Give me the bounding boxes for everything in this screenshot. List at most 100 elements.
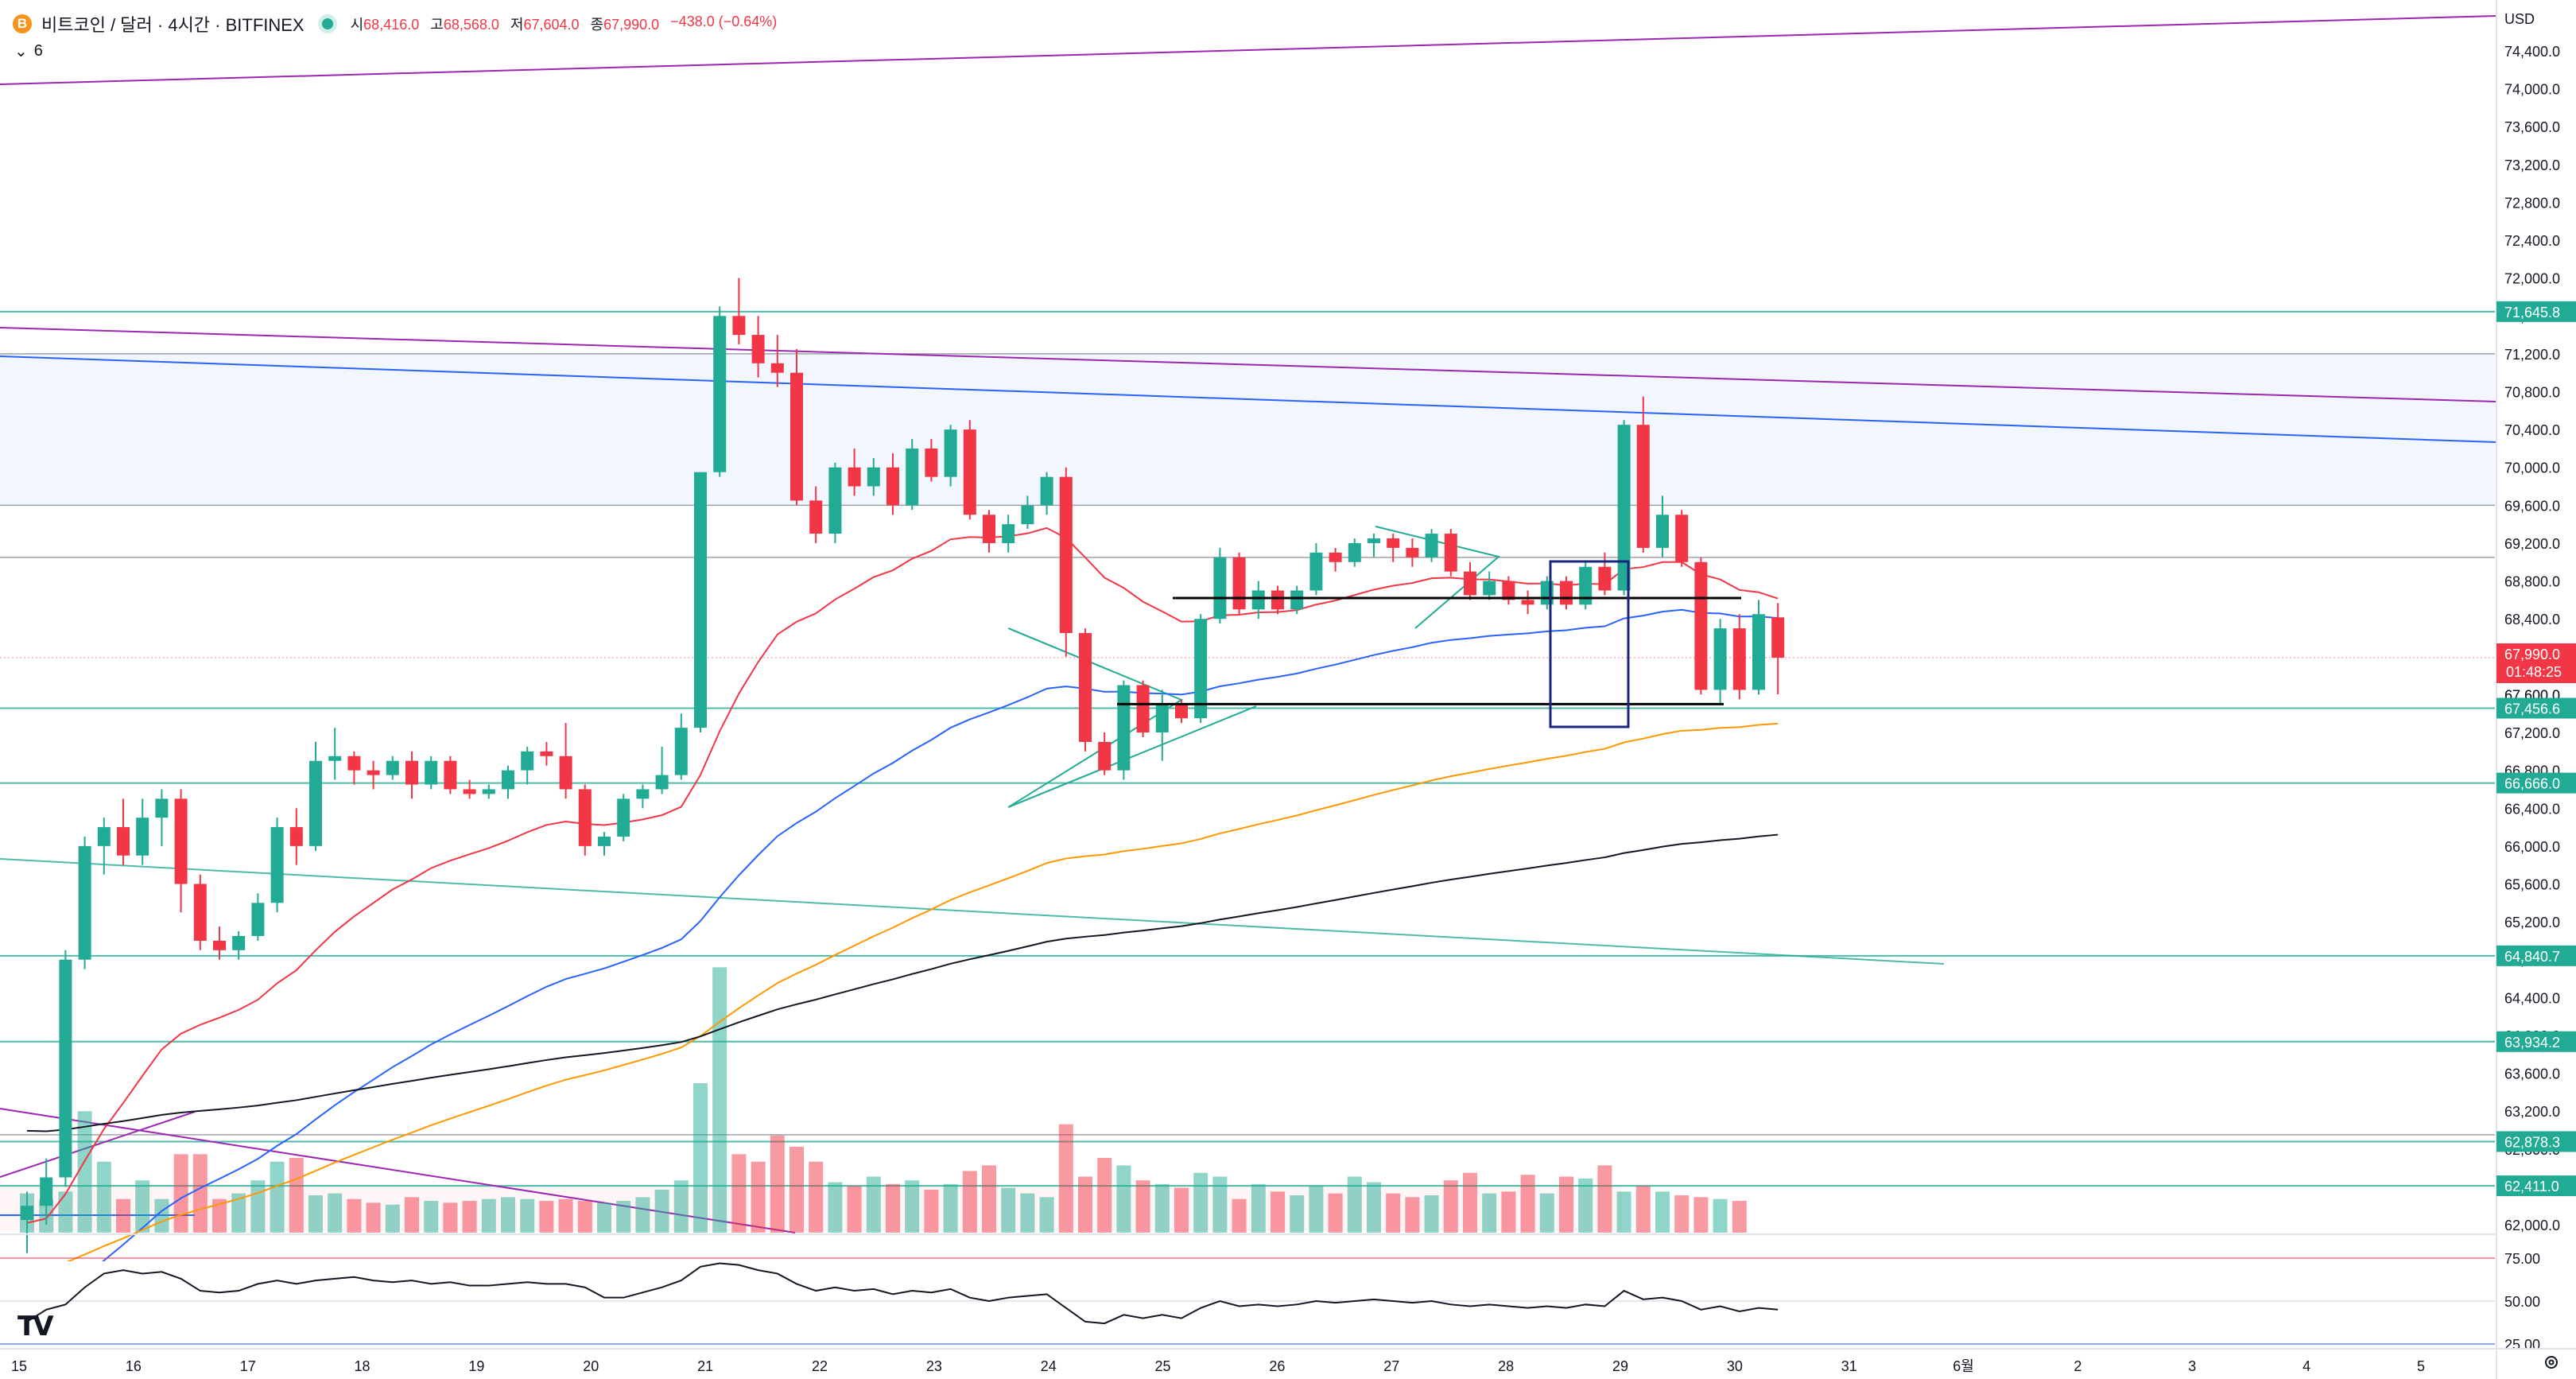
volume-bar xyxy=(1655,1191,1670,1233)
price-tick-label: 66,400.0 xyxy=(2504,801,2560,817)
time-axis[interactable]: 15 16 17 18 19 20 21 22 23 24 25 26 27 28 29 30 31 6월 2 3 4 5 xyxy=(0,1348,2576,1374)
candle-body xyxy=(270,827,284,903)
price-tick-label: 65,200.0 xyxy=(2504,915,2560,930)
volume-bar xyxy=(250,1180,266,1233)
time-tick-label: 3 xyxy=(2188,1358,2196,1374)
candle-body xyxy=(174,798,188,884)
volume-bar xyxy=(866,1176,881,1233)
candle-body xyxy=(1636,425,1650,548)
candle-body xyxy=(482,789,495,794)
candle-body xyxy=(694,472,707,728)
volume-bar xyxy=(443,1202,458,1233)
volume-bar xyxy=(577,1201,592,1233)
price-tick-label: 73,200.0 xyxy=(2504,157,2560,173)
candle-body xyxy=(1290,590,1304,610)
level-price-tag xyxy=(2496,1175,2576,1197)
candle-body xyxy=(193,884,207,941)
change-value: −438.0 (−0.64%) xyxy=(670,14,778,29)
current-price-tag xyxy=(2496,643,2576,683)
price-axis[interactable]: USD62,000.062,400.062,800.063,200.063,60… xyxy=(2496,0,2576,1379)
volume-bar xyxy=(1616,1191,1631,1233)
volume-bar xyxy=(789,1146,804,1233)
candle-body xyxy=(790,372,803,501)
volume-bar xyxy=(1020,1193,1035,1233)
candle-body xyxy=(1098,741,1111,771)
price-tick-label: 72,000.0 xyxy=(2504,271,2560,287)
price-tick-label: 74,400.0 xyxy=(2504,44,2560,60)
volume-bar xyxy=(886,1183,900,1233)
volume-bar xyxy=(1443,1180,1458,1233)
indicators-toggle[interactable]: ⌄ 6 xyxy=(14,41,43,61)
price-tick-label: 68,800.0 xyxy=(2504,574,2560,590)
oscillator-line xyxy=(26,1262,1779,1325)
close-label: 종 xyxy=(590,17,604,33)
triangle-lower-edge xyxy=(1007,705,1257,808)
candle-body xyxy=(1117,685,1131,771)
volume-bar xyxy=(1347,1176,1362,1233)
volume-bar xyxy=(982,1165,996,1233)
volume-bar xyxy=(77,1111,92,1233)
volume-bar xyxy=(308,1195,323,1233)
high-value: 68,568.0 xyxy=(443,17,499,33)
oscillator-level-label: 75.00 xyxy=(2504,1251,2540,1267)
price-tick-label: 63,200.0 xyxy=(2504,1104,2560,1120)
volume-bar xyxy=(1597,1165,1612,1233)
volume-bar xyxy=(712,967,727,1233)
candle-body xyxy=(1213,557,1227,620)
volume-bar xyxy=(1386,1193,1401,1233)
candle-body xyxy=(828,467,842,534)
candlesticks xyxy=(21,278,1785,1253)
volume-bar xyxy=(1367,1182,1381,1233)
candle-body xyxy=(944,429,957,477)
volume-bar xyxy=(1328,1193,1343,1233)
candle-body xyxy=(1002,524,1015,543)
volume-bar xyxy=(1635,1186,1651,1233)
candle-body xyxy=(732,316,746,336)
candle-body xyxy=(1771,617,1785,658)
time-tick-label: 26 xyxy=(1269,1358,1285,1374)
candle-body xyxy=(713,316,727,472)
ema-fast-line xyxy=(26,526,1779,1224)
candle-body xyxy=(1348,542,1361,562)
time-tick-label: 31 xyxy=(1841,1358,1857,1374)
volume-bar xyxy=(828,1182,843,1233)
price-tick-label: 72,800.0 xyxy=(2504,195,2560,211)
blue-trendline xyxy=(0,355,2497,443)
candle-body xyxy=(136,818,149,856)
candle-body xyxy=(1232,557,1246,610)
horizontal-levels xyxy=(0,310,2495,1187)
candle-body xyxy=(328,756,342,761)
volume-bar xyxy=(212,1198,227,1233)
level-price-label: 64,840.7 xyxy=(2504,949,2560,965)
candle-body xyxy=(59,959,72,1178)
low-label: 저 xyxy=(510,17,524,33)
volume-bar xyxy=(289,1158,304,1233)
volume-bar xyxy=(1039,1197,1054,1233)
candle-body xyxy=(674,728,688,775)
volume-bar xyxy=(673,1180,689,1233)
volume-bar xyxy=(558,1198,573,1233)
selection-box xyxy=(1549,560,1630,728)
symbol-title[interactable]: 비트코인 / 달러 · 4시간 · BITFINEX xyxy=(41,15,305,35)
candle-body xyxy=(1079,633,1092,742)
candle-body xyxy=(1309,552,1323,591)
candle-body xyxy=(232,935,246,950)
candle-body xyxy=(425,760,438,785)
volume-bar xyxy=(751,1161,766,1233)
candle-body xyxy=(1175,704,1188,719)
candle-body xyxy=(1444,534,1457,572)
price-tick-label: 68,400.0 xyxy=(2504,612,2560,627)
volume-bar xyxy=(1693,1197,1709,1233)
volume-bar xyxy=(1116,1165,1131,1233)
time-tick-label: 30 xyxy=(1727,1358,1743,1374)
price-tick-label: 63,600.0 xyxy=(2504,1066,2560,1082)
candle-body xyxy=(963,429,976,515)
candle-body xyxy=(117,827,130,856)
gear-icon[interactable] xyxy=(2543,1354,2560,1371)
volume-bar xyxy=(481,1198,496,1233)
volume-bar xyxy=(1097,1158,1112,1233)
candle-body xyxy=(1464,571,1476,596)
volume-bar xyxy=(192,1154,208,1233)
price-tick-label: 70,800.0 xyxy=(2504,385,2560,401)
